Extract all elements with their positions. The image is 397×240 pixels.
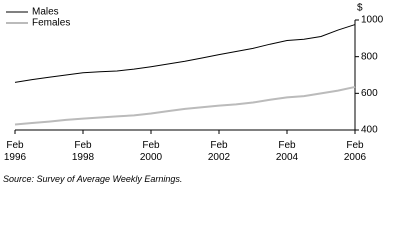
x-tick-label: Feb 2000 [139,140,163,163]
y-tick-label: 400 [361,125,378,136]
chart: $ 400 600 800 1000 Males Females Source: Surv… [3,2,384,184]
series-line [14,24,356,83]
x-tick-label: Feb 2002 [207,140,231,163]
x-tick-label: Feb 2006 [343,140,367,163]
x-tick-label: Feb 1996 [3,140,27,163]
y-axis-label: $ [357,3,363,14]
y-tick-label: 800 [361,51,378,62]
series-line [14,85,356,126]
legend-label: Females [32,18,70,29]
x-tick-label: Feb 1998 [71,140,95,163]
y-tick-label: 1000 [361,15,384,26]
source-note: Source: Survey of Average Weekly Earning… [3,174,183,184]
x-tick-label: Feb 2004 [275,140,299,163]
legend-label: Males [32,7,59,18]
y-tick-label: 600 [361,88,378,99]
